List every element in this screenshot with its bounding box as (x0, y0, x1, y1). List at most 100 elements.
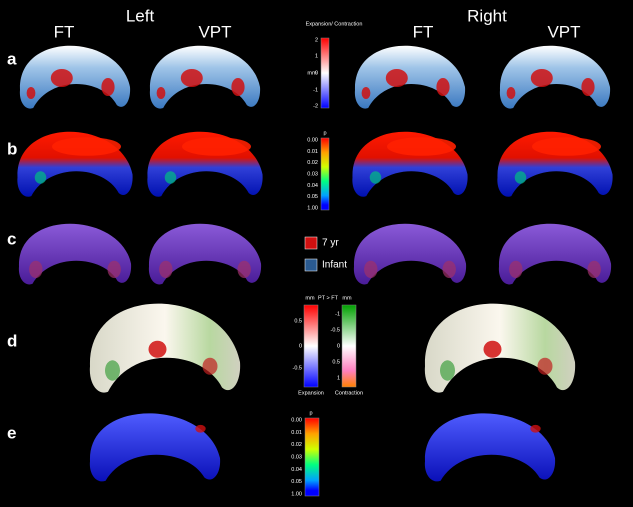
surface-patch (164, 171, 177, 184)
tick-label: 0.00 (291, 417, 302, 423)
tick-group: 0.00 0.01 0.02 0.03 0.04 0.05 1.00 (307, 137, 318, 211)
surface-patch (385, 69, 408, 87)
tick-label: 0 (299, 343, 302, 349)
tick-label: 1.00 (291, 491, 302, 497)
legend-swatch (304, 236, 318, 250)
surface-patch (532, 137, 601, 156)
surface-patch (509, 260, 523, 279)
row-label: d (7, 331, 17, 350)
tick-label: 0.05 (291, 479, 302, 485)
surface-patch (387, 137, 456, 156)
surface-patch (442, 260, 456, 279)
surface (354, 45, 466, 109)
column-heading: VPT (198, 22, 231, 41)
column-heading: FT (54, 22, 75, 41)
surface (149, 45, 261, 109)
row-label: a (7, 49, 17, 68)
comparison-label: PT > FT (318, 295, 339, 301)
colorbar (304, 417, 320, 497)
tick-label: 0.04 (291, 467, 302, 473)
tick-label: 2 (315, 37, 318, 43)
tick-label: -0.5 (331, 327, 340, 333)
colorbar (320, 37, 330, 109)
surface-patch (52, 137, 121, 156)
surface-patch (530, 424, 541, 433)
surface-patch (587, 260, 601, 279)
tick-label: 0.01 (307, 149, 318, 155)
row-label: b (7, 139, 17, 158)
surface-patch (195, 424, 206, 433)
tick-label: 1.00 (307, 205, 318, 211)
legend-label: Infant (322, 260, 347, 271)
surface-patch (231, 78, 245, 96)
surface-patch (29, 260, 43, 279)
surface (148, 223, 262, 285)
tick-label: 0.5 (332, 359, 340, 365)
surface (499, 45, 611, 109)
row-label: e (7, 423, 16, 442)
left-heading: Left (126, 6, 155, 25)
tick-label: -1 (313, 87, 318, 93)
colorbar-title: Expansion/ Contraction (306, 21, 363, 27)
surface (424, 413, 556, 482)
surface (18, 223, 132, 285)
legend-swatch (304, 258, 318, 272)
surface (19, 45, 131, 109)
tick-label: 0 (315, 70, 318, 76)
tick-label: 0.00 (307, 137, 318, 143)
surface-patch (148, 340, 167, 358)
surface-patch (369, 171, 382, 184)
surface (353, 223, 467, 285)
surface-patch (581, 78, 595, 96)
surface-patch (34, 171, 47, 184)
surface-patch (105, 360, 120, 381)
tick-label: 0.02 (291, 442, 302, 448)
colorbar-caption: Expansion (298, 390, 324, 396)
surface-patch (514, 171, 527, 184)
colorbar-unit: mm (342, 295, 352, 301)
surfaces (17, 45, 613, 482)
tick-label: -2 (313, 103, 318, 109)
surface-patch (26, 87, 36, 99)
colorbar-unit: mm (307, 70, 317, 76)
tick-group: 0.00 0.01 0.02 0.03 0.04 0.05 1.00 (291, 417, 302, 497)
tick-label: 0.04 (307, 183, 318, 189)
tick-label: 0.03 (291, 454, 302, 460)
surface-patch (156, 87, 166, 99)
colorbar (303, 304, 319, 388)
colorbar-title: p (323, 130, 326, 136)
surface-patch (180, 69, 203, 87)
tick-label: 0.02 (307, 160, 318, 166)
tick-label: 0.5 (294, 318, 302, 324)
surface-patch (364, 260, 378, 279)
surface-patch (107, 260, 121, 279)
surface-patch (436, 78, 450, 96)
surface (498, 223, 612, 285)
column-heading: FT (413, 22, 434, 41)
surface-patch (50, 69, 73, 87)
surface (89, 413, 221, 482)
colorbar-caption: Contraction (335, 390, 363, 396)
colorbar-unit: mm (305, 295, 315, 301)
surface-patch (159, 260, 173, 279)
colorbar (320, 137, 330, 211)
surface-patch (537, 357, 553, 375)
tick-label: -1 (335, 311, 340, 317)
surface-patch (483, 340, 502, 358)
tick-label: -0.5 (293, 365, 302, 371)
surface-patch (101, 78, 115, 96)
tick-label: 0 (337, 343, 340, 349)
tick-label: 0.01 (291, 430, 302, 436)
tick-label: 0.05 (307, 194, 318, 200)
column-heading: VPT (547, 22, 580, 41)
surface-patch (202, 357, 218, 375)
tick-label: 1 (315, 53, 318, 59)
tick-label: 0.03 (307, 171, 318, 177)
surface-patch (530, 69, 553, 87)
surface-patch (440, 360, 455, 381)
legend-label: 7 yr (322, 238, 339, 249)
row-label: c (7, 229, 16, 248)
colorbar (341, 304, 357, 388)
